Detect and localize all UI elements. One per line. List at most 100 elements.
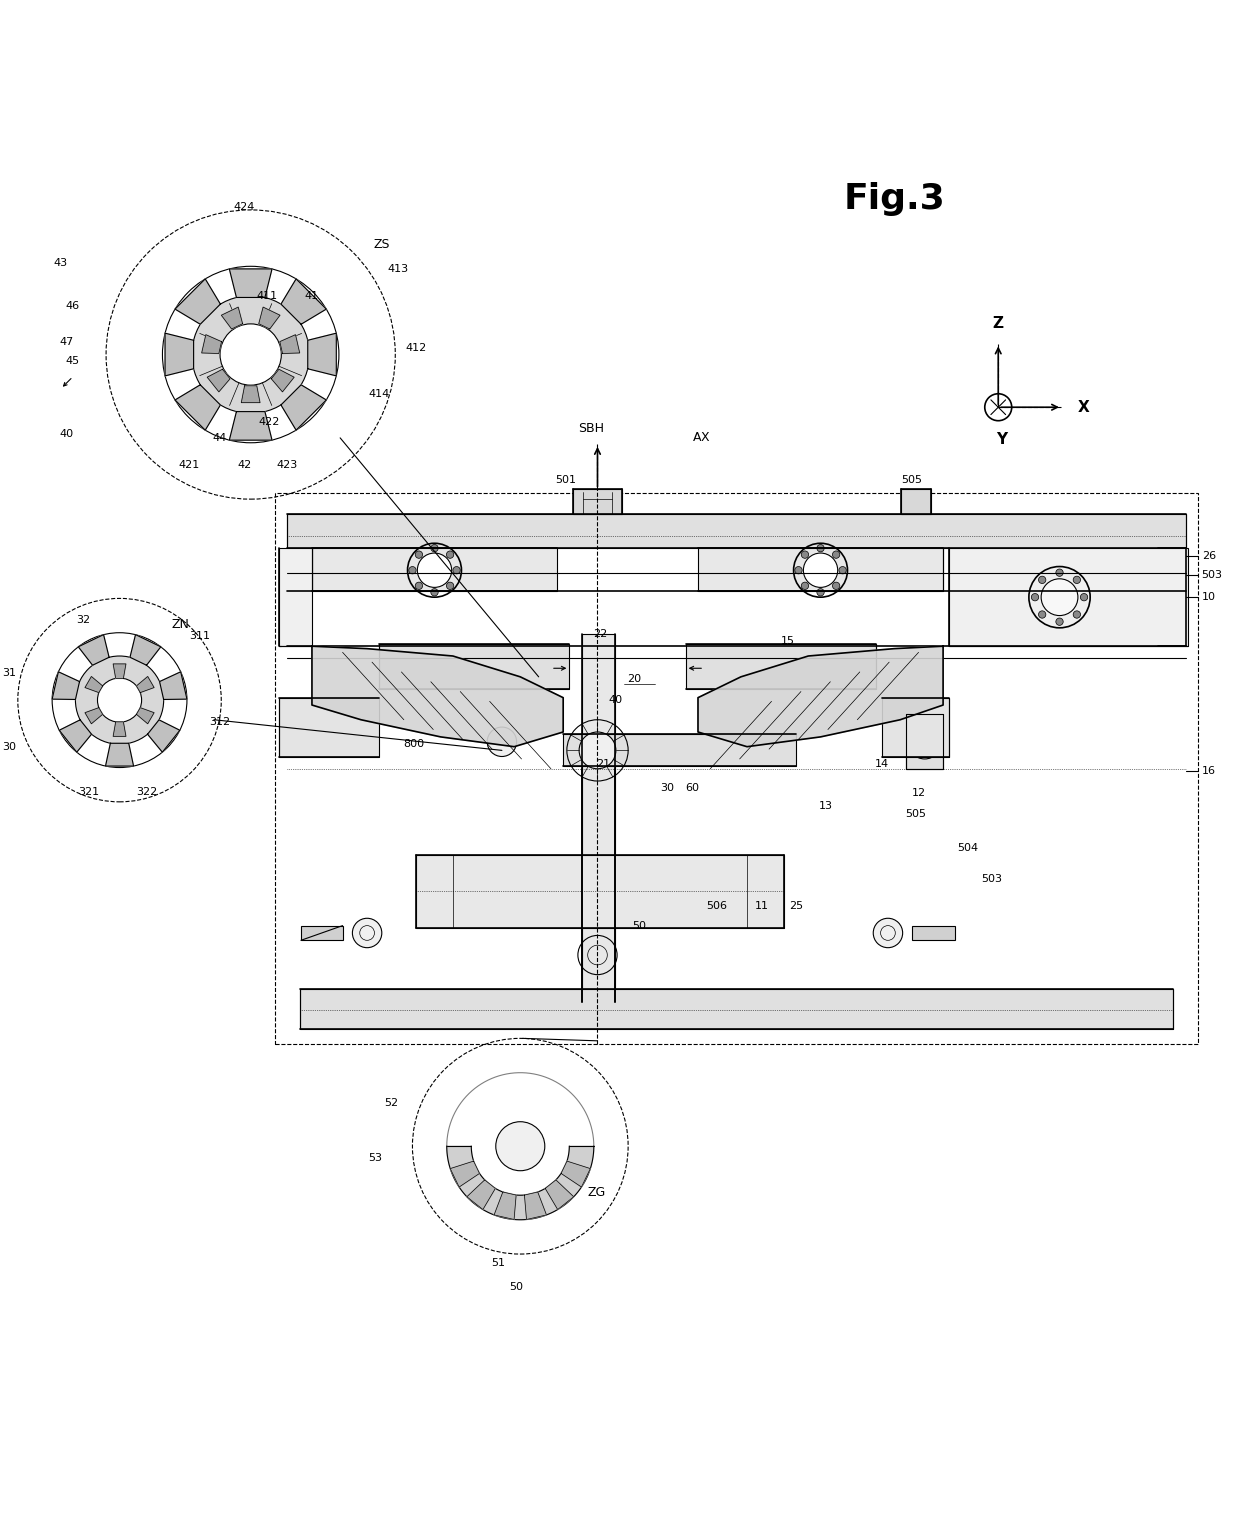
Text: ZN: ZN xyxy=(171,617,188,631)
Bar xyxy=(301,926,342,940)
Text: 26: 26 xyxy=(1202,551,1215,560)
Circle shape xyxy=(453,566,460,573)
Circle shape xyxy=(801,583,808,590)
Circle shape xyxy=(446,551,454,558)
Circle shape xyxy=(908,725,942,760)
Polygon shape xyxy=(281,278,326,324)
Polygon shape xyxy=(281,384,326,430)
Text: 46: 46 xyxy=(66,301,81,310)
Circle shape xyxy=(579,732,616,769)
Polygon shape xyxy=(280,334,300,354)
Bar xyxy=(417,855,784,927)
Text: 312: 312 xyxy=(210,717,231,728)
Text: 503: 503 xyxy=(982,875,1003,884)
Polygon shape xyxy=(308,333,336,375)
Text: 11: 11 xyxy=(755,902,769,911)
Text: 14: 14 xyxy=(874,760,889,769)
Polygon shape xyxy=(446,1147,594,1219)
Circle shape xyxy=(832,583,839,590)
Bar xyxy=(686,643,875,688)
Polygon shape xyxy=(312,646,563,747)
Bar xyxy=(563,734,796,766)
Text: 41: 41 xyxy=(305,290,319,301)
Text: 412: 412 xyxy=(405,343,427,354)
Text: 423: 423 xyxy=(277,460,298,471)
Text: 30: 30 xyxy=(661,784,675,793)
Text: 15: 15 xyxy=(780,637,795,646)
Polygon shape xyxy=(202,334,222,354)
Circle shape xyxy=(1055,617,1063,625)
Bar xyxy=(573,489,622,514)
Text: 505: 505 xyxy=(905,809,926,819)
Polygon shape xyxy=(105,743,134,766)
Text: 50: 50 xyxy=(510,1282,523,1292)
Text: Z: Z xyxy=(993,316,1003,331)
Text: 22: 22 xyxy=(593,629,608,638)
Polygon shape xyxy=(259,307,280,328)
Bar xyxy=(882,697,950,756)
Text: 503: 503 xyxy=(1202,570,1223,579)
Bar xyxy=(300,990,1173,1029)
Circle shape xyxy=(415,551,423,558)
Text: 51: 51 xyxy=(491,1257,505,1268)
Bar xyxy=(379,643,569,688)
Circle shape xyxy=(804,554,838,587)
Circle shape xyxy=(352,918,382,947)
Circle shape xyxy=(801,551,808,558)
Circle shape xyxy=(832,551,839,558)
Polygon shape xyxy=(60,720,92,752)
Circle shape xyxy=(409,566,417,573)
Circle shape xyxy=(415,583,423,590)
Bar xyxy=(901,489,931,514)
Circle shape xyxy=(839,566,846,573)
Text: 322: 322 xyxy=(136,787,157,797)
Text: 311: 311 xyxy=(188,631,210,642)
Polygon shape xyxy=(272,369,294,392)
Text: ZG: ZG xyxy=(588,1186,606,1200)
Polygon shape xyxy=(525,1192,547,1219)
Circle shape xyxy=(1039,611,1045,619)
Bar xyxy=(582,634,615,1002)
Text: 30: 30 xyxy=(2,741,16,752)
Bar xyxy=(913,926,955,940)
Polygon shape xyxy=(229,412,272,440)
Polygon shape xyxy=(78,634,109,666)
Circle shape xyxy=(1073,611,1080,619)
Text: 10: 10 xyxy=(1202,592,1215,602)
Circle shape xyxy=(873,918,903,947)
Text: 42: 42 xyxy=(237,460,252,471)
Polygon shape xyxy=(148,720,180,752)
Text: 43: 43 xyxy=(53,257,68,268)
Bar xyxy=(950,548,1188,646)
Text: SBH: SBH xyxy=(578,422,604,434)
Text: 31: 31 xyxy=(2,669,16,678)
Bar xyxy=(288,514,1185,548)
Polygon shape xyxy=(546,1180,574,1209)
Circle shape xyxy=(76,657,164,744)
Polygon shape xyxy=(130,634,161,666)
Circle shape xyxy=(192,295,310,413)
Circle shape xyxy=(1080,593,1087,601)
Text: Y: Y xyxy=(997,431,1007,446)
Text: 52: 52 xyxy=(384,1098,399,1109)
Text: 20: 20 xyxy=(627,675,641,684)
Text: 421: 421 xyxy=(179,460,200,471)
Text: 505: 505 xyxy=(900,475,921,484)
Circle shape xyxy=(817,589,825,596)
Polygon shape xyxy=(86,676,103,693)
Text: 32: 32 xyxy=(76,616,89,625)
Text: 504: 504 xyxy=(957,843,978,853)
Circle shape xyxy=(1073,576,1080,584)
Circle shape xyxy=(1042,579,1078,616)
Circle shape xyxy=(446,583,454,590)
Polygon shape xyxy=(242,386,260,402)
Polygon shape xyxy=(560,1160,590,1188)
Circle shape xyxy=(1055,569,1063,576)
Text: 25: 25 xyxy=(789,902,804,911)
Polygon shape xyxy=(229,269,272,298)
Text: 800: 800 xyxy=(403,740,424,749)
Circle shape xyxy=(430,545,438,552)
Text: ZS: ZS xyxy=(373,238,389,251)
Polygon shape xyxy=(467,1180,495,1209)
Circle shape xyxy=(487,728,517,756)
